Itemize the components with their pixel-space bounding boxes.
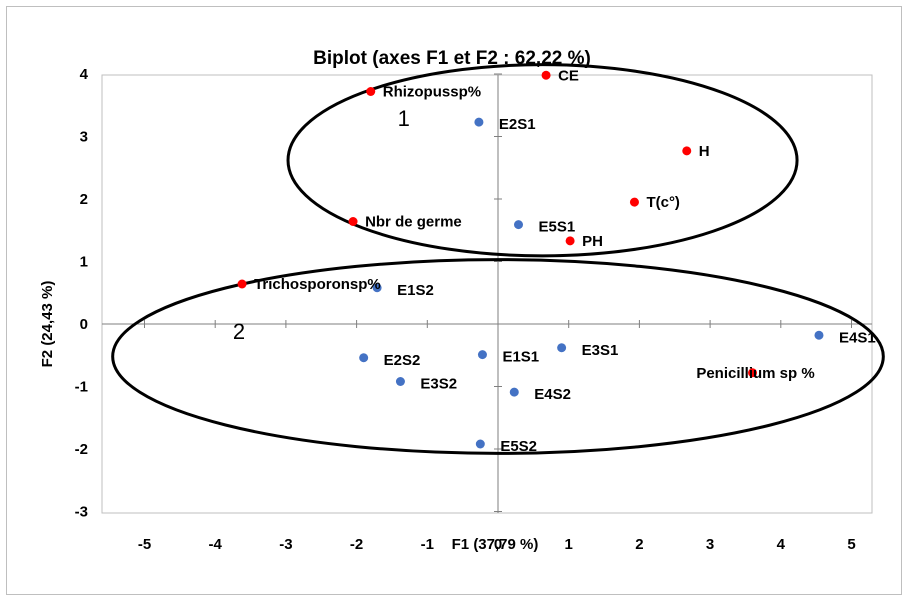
plot-area [101,74,873,514]
y-axis-title: F2 (24,43 %) [39,281,56,368]
x-tick-label: -5 [138,536,151,553]
variable-point [682,146,692,156]
x-tick-label: 0 [494,536,502,553]
variable-point [237,279,247,289]
observation-label: E2S2 [384,352,421,369]
observation-label: E4S2 [534,386,571,403]
group-ellipses: 12 [111,63,885,455]
x-tick-label: 2 [635,536,643,553]
y-tick-label: 2 [80,191,88,208]
variable-point [541,70,551,80]
y-tick-label: -3 [75,504,88,521]
variable-point [366,87,376,96]
group-ellipse-2 [111,258,885,455]
group-label-1: 1 [398,106,410,131]
y-tick-label: -1 [75,379,88,396]
y-tick-label: 1 [80,254,88,271]
x-tick-label: 4 [777,536,786,553]
variable-point [565,236,575,246]
axes [102,73,872,513]
chart-frame [6,6,902,595]
tick-labels: -5 -4 -3 -2 -1 0 1 2 3 4 5 -3 -2 -1 0 1 2 3 4 [75,66,856,553]
observation-point [395,377,405,386]
observation-label: E1S1 [502,349,539,366]
x-tick-label: 5 [847,536,855,553]
observation-label: E3S2 [420,376,457,393]
observation-label: E5S2 [500,438,537,455]
observation-point [475,439,485,449]
observation-point [359,353,369,363]
x-tick-label: -4 [209,536,223,553]
variable-label: CE [558,67,579,84]
x-axis-title: F1 (37,79 %) [452,536,539,553]
observation-point [372,283,382,293]
observation-label: E1S2 [397,282,434,299]
x-tick-label: -1 [421,536,434,553]
observation-point [557,343,567,353]
observation-label: E5S1 [539,219,576,236]
points [237,70,824,449]
observation-point [814,330,824,340]
observation-label: E2S1 [499,116,536,133]
variable-label: Penicillium sp % [696,365,814,382]
variable-label: Trichosporonsp% [254,276,381,293]
variable-label: PH [582,233,603,250]
variable-label: T(c°) [646,194,680,211]
observation-point [477,350,487,360]
x-tick-label: 3 [706,536,714,553]
y-tick-label: -2 [75,441,88,458]
observation-label: E4S1 [839,329,876,346]
variable-label: Rhizopussp% [383,84,481,101]
observation-label: E3S1 [582,342,619,359]
point-labels: CE Rhizopussp% H T(c°) Nbr de germe PH Trichos… [254,67,876,455]
x-tick-label: 1 [565,536,573,553]
variable-label: H [699,143,710,160]
variable-point [629,197,639,207]
y-tick-label: 4 [80,66,89,83]
group-label-2: 2 [233,319,245,344]
variable-label: Nbr de germe [365,214,462,231]
observation-point [509,387,519,397]
chart-title: Biplot (axes F1 et F2 : 62,22 %) [313,48,591,69]
variable-point [348,217,358,226]
x-tick-label: -3 [279,536,292,553]
y-tick-label: 3 [80,129,88,146]
y-tick-label: 0 [80,316,88,333]
observation-point [474,117,484,127]
group-ellipse-1 [286,63,799,258]
x-tick-label: -2 [350,536,363,553]
variable-point [748,368,758,378]
observation-point [514,220,524,230]
